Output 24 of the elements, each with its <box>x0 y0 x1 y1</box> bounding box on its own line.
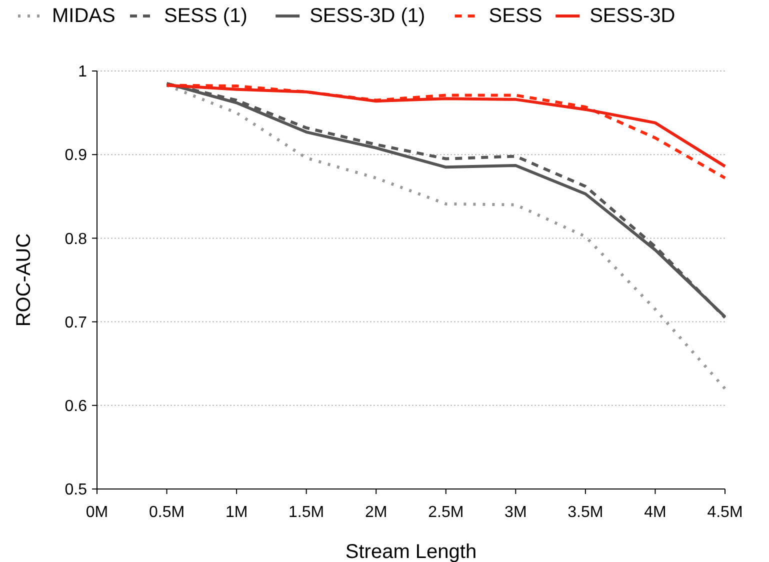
x-tick-label: 2M <box>364 504 388 521</box>
legend-label: SESS-3D (1) <box>310 5 426 27</box>
y-tick-label: 1 <box>78 64 88 81</box>
x-axis-title: Stream Length <box>345 541 477 562</box>
y-tick-label: 0.5 <box>64 482 88 499</box>
x-tick-label: 0.5M <box>148 504 185 521</box>
x-tick-label: 4.5M <box>707 504 743 521</box>
x-tick-label: 3M <box>504 504 527 521</box>
x-tick-label: 2.5M <box>428 504 464 521</box>
y-axis-title: ROC-AUC <box>13 233 35 327</box>
y-tick-label: 0.7 <box>64 314 88 332</box>
y-tick-label: 0.8 <box>64 230 88 248</box>
legend-label: MIDAS <box>52 5 116 27</box>
legend-label: SESS-3D <box>590 5 676 27</box>
x-tick-label: 3.5M <box>568 504 604 521</box>
y-tick-label: 0.6 <box>64 398 88 415</box>
x-tick-label: 4M <box>644 504 666 521</box>
x-tick-label: 1.5M <box>288 504 324 521</box>
y-tick-label: 0.9 <box>64 147 88 164</box>
line-series <box>165 84 726 390</box>
x-tick-label: 1M <box>225 504 248 521</box>
legend-label: SESS <box>488 5 542 27</box>
legend-label: SESS (1) <box>164 5 248 27</box>
x-tick-label: 0M <box>86 504 108 521</box>
